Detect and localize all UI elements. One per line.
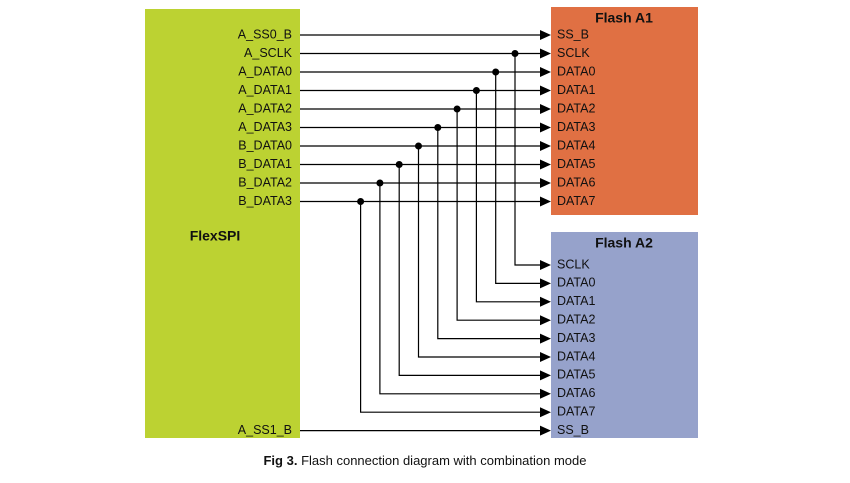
pin-label: DATA3 — [557, 331, 595, 345]
junction — [453, 105, 461, 113]
flash-a2-block — [551, 232, 698, 438]
junction — [357, 198, 365, 205]
junction — [472, 87, 480, 94]
arrowhead — [540, 67, 551, 77]
flexspi-block — [145, 9, 300, 438]
arrowhead — [540, 315, 551, 326]
junction — [492, 68, 500, 76]
arrowhead — [540, 48, 551, 59]
arrowhead — [540, 260, 551, 270]
signal-label: B_DATA2 — [238, 175, 292, 189]
pin-label: SS_B — [557, 423, 589, 437]
caption-text: Flash connection diagram with combinatio… — [301, 453, 586, 468]
pin-label: DATA3 — [557, 120, 595, 134]
wire — [360, 201, 541, 413]
pin-label: DATA7 — [557, 404, 595, 418]
signal-label: A_DATA2 — [238, 101, 292, 115]
arrowhead — [540, 333, 551, 344]
wire — [417, 146, 541, 358]
pin-label: DATA5 — [557, 368, 595, 382]
flash-a1-block — [551, 7, 698, 215]
signal-label: A_DATA3 — [238, 120, 292, 134]
pin-label: SCLK — [557, 257, 590, 271]
pin-label: DATA0 — [557, 276, 595, 290]
arrowhead — [540, 104, 551, 114]
pin-label: DATA4 — [557, 138, 595, 152]
junction — [376, 179, 384, 187]
arrowhead — [540, 388, 551, 399]
arrowhead — [540, 159, 551, 170]
flash-title: Flash A1 — [595, 10, 653, 26]
signal-label: A_DATA1 — [238, 83, 292, 97]
pin-label: DATA6 — [557, 386, 595, 400]
arrowhead — [540, 352, 551, 362]
arrowhead — [540, 196, 551, 207]
arrowhead — [540, 85, 551, 96]
pin-label: SS_B — [557, 27, 589, 41]
wire — [495, 72, 541, 284]
signal-label: A_SCLK — [244, 46, 293, 60]
wire — [437, 127, 541, 340]
junction — [395, 161, 403, 168]
arrowhead — [540, 178, 551, 188]
wire — [456, 109, 541, 321]
arrowhead — [540, 296, 551, 307]
pin-label: DATA6 — [557, 175, 595, 189]
signal-label: A_SS0_B — [238, 27, 292, 41]
signal-label: B_DATA3 — [238, 194, 292, 208]
pin-label: DATA5 — [557, 157, 595, 171]
arrowhead — [540, 141, 551, 151]
arrowhead — [540, 122, 551, 133]
junction — [434, 124, 442, 131]
pin-label: DATA2 — [557, 101, 595, 115]
pin-label: SCLK — [557, 46, 590, 60]
pin-label: DATA4 — [557, 349, 595, 363]
wire — [514, 53, 541, 266]
arrowhead — [540, 425, 551, 436]
caption: Fig 3. Flash connection diagram with com… — [263, 453, 586, 468]
wire — [379, 183, 541, 395]
signal-label: A_DATA0 — [238, 64, 292, 78]
pin-label: DATA2 — [557, 312, 595, 326]
pin-label: DATA1 — [557, 294, 595, 308]
flash-title: Flash A2 — [595, 235, 653, 251]
signal-label: B_DATA1 — [238, 157, 292, 171]
caption-label: Fig 3. — [263, 453, 297, 468]
arrowhead — [540, 278, 551, 289]
junction — [511, 50, 519, 57]
wire — [475, 90, 541, 303]
pin-label: DATA0 — [557, 64, 595, 78]
arrowhead — [540, 370, 551, 381]
signal-label: B_DATA0 — [238, 138, 292, 152]
pin-label: DATA7 — [557, 194, 595, 208]
arrowhead — [540, 407, 551, 418]
wire — [398, 164, 541, 376]
signal-label: A_SS1_B — [238, 423, 292, 437]
arrowhead — [540, 30, 551, 40]
block-label: FlexSPI — [190, 228, 241, 244]
junction — [415, 142, 422, 150]
pin-label: DATA1 — [557, 83, 595, 97]
